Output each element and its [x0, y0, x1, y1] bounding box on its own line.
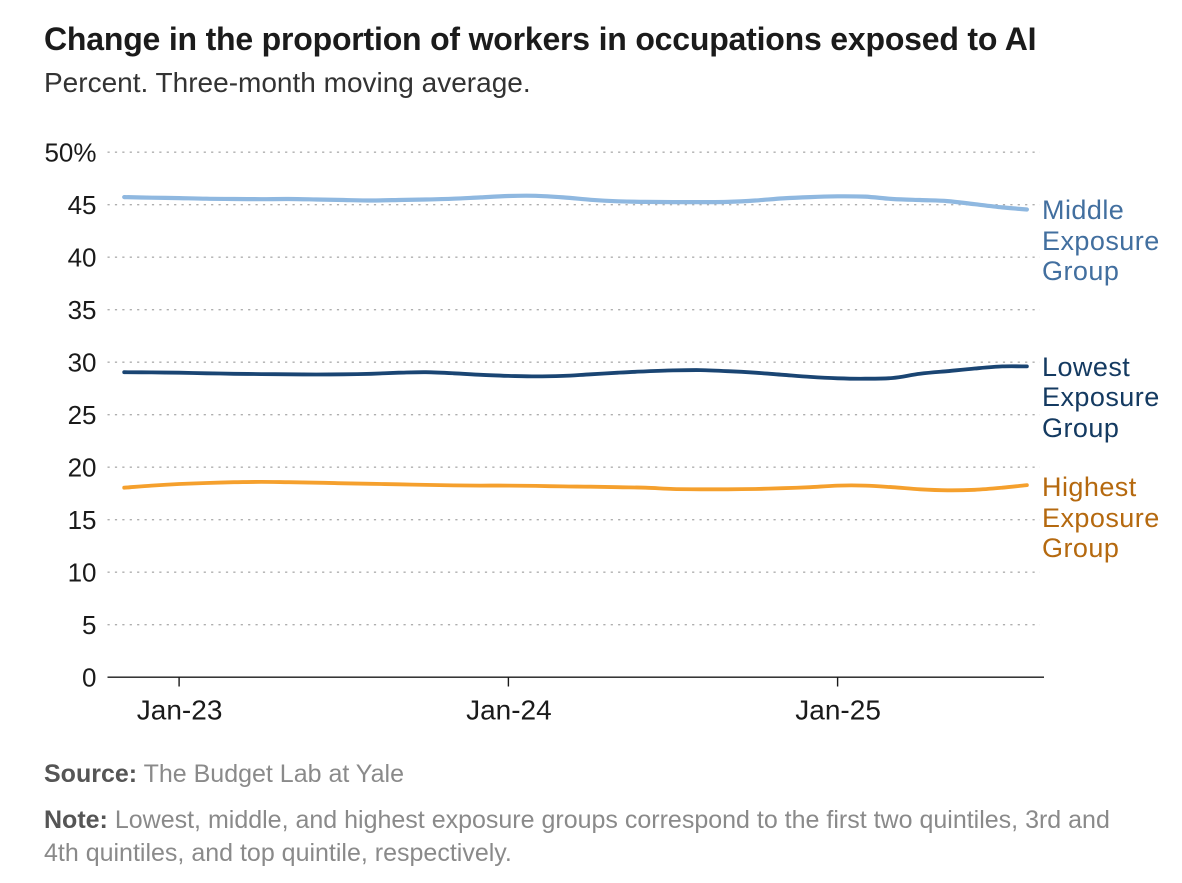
svg-text:0: 0	[82, 663, 96, 693]
svg-text:20: 20	[68, 453, 97, 483]
svg-text:10: 10	[68, 558, 97, 588]
svg-text:25: 25	[68, 400, 97, 430]
svg-text:5: 5	[82, 610, 96, 640]
svg-text:45: 45	[68, 190, 97, 220]
svg-text:30: 30	[68, 348, 97, 378]
svg-text:40: 40	[68, 243, 97, 273]
svg-text:15: 15	[68, 505, 97, 535]
svg-text:Jan-23: Jan-23	[137, 695, 223, 726]
svg-text:35: 35	[68, 295, 97, 325]
svg-text:Jan-24: Jan-24	[466, 695, 552, 726]
svg-text:50%: 50%	[44, 138, 96, 168]
svg-text:Jan-25: Jan-25	[795, 695, 881, 726]
